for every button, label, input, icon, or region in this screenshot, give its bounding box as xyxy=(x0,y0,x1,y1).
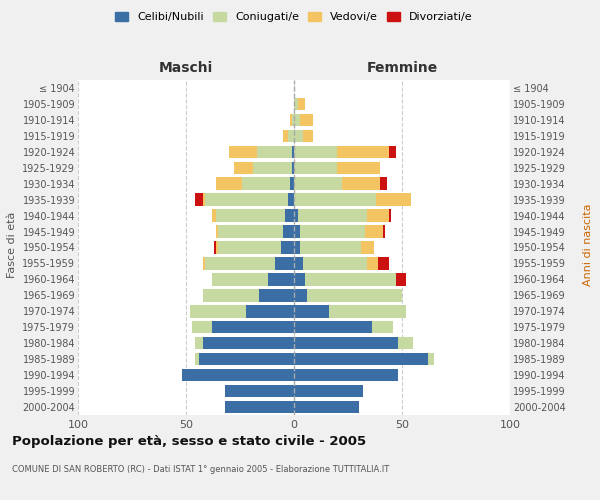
Bar xyxy=(292,162,294,174)
Bar xyxy=(216,178,242,190)
Bar xyxy=(205,194,287,206)
Bar xyxy=(212,321,294,334)
Bar xyxy=(216,242,218,254)
Bar xyxy=(337,162,380,174)
Bar xyxy=(247,305,294,318)
Bar xyxy=(194,194,203,206)
Bar xyxy=(287,194,294,206)
Bar xyxy=(398,337,413,349)
Bar xyxy=(225,401,294,413)
Bar xyxy=(205,257,275,270)
Bar xyxy=(203,289,259,302)
Bar xyxy=(194,337,203,349)
Bar xyxy=(203,257,205,270)
Bar xyxy=(218,226,283,238)
Bar xyxy=(242,178,290,190)
Bar xyxy=(307,289,402,302)
Bar xyxy=(294,337,398,349)
Bar xyxy=(214,242,216,254)
Bar xyxy=(229,146,257,158)
Bar xyxy=(361,242,374,254)
Bar xyxy=(294,98,298,110)
Bar xyxy=(290,114,292,126)
Bar xyxy=(395,273,406,285)
Bar xyxy=(294,130,302,142)
Bar xyxy=(212,273,268,285)
Bar xyxy=(294,369,398,382)
Bar xyxy=(294,385,363,398)
Bar xyxy=(275,257,294,270)
Bar xyxy=(212,210,216,222)
Bar xyxy=(225,385,294,398)
Bar xyxy=(380,178,387,190)
Text: Popolazione per età, sesso e stato civile - 2005: Popolazione per età, sesso e stato civil… xyxy=(12,435,366,448)
Bar xyxy=(292,146,294,158)
Bar xyxy=(302,257,367,270)
Text: Maschi: Maschi xyxy=(159,61,213,75)
Legend: Celibi/Nubili, Coniugati/e, Vedovi/e, Divorziati/e: Celibi/Nubili, Coniugati/e, Vedovi/e, Di… xyxy=(115,12,473,22)
Bar xyxy=(294,289,307,302)
Bar xyxy=(283,226,294,238)
Bar xyxy=(294,257,302,270)
Bar xyxy=(216,210,286,222)
Bar xyxy=(193,321,212,334)
Bar xyxy=(290,178,294,190)
Bar xyxy=(286,210,294,222)
Bar xyxy=(294,162,337,174)
Bar xyxy=(216,226,218,238)
Bar xyxy=(257,146,292,158)
Bar xyxy=(294,321,372,334)
Bar xyxy=(218,242,281,254)
Bar xyxy=(301,226,365,238)
Bar xyxy=(372,321,394,334)
Bar xyxy=(259,289,294,302)
Bar xyxy=(367,210,389,222)
Bar xyxy=(268,273,294,285)
Bar xyxy=(294,273,305,285)
Bar xyxy=(301,242,361,254)
Bar xyxy=(389,146,395,158)
Bar xyxy=(203,194,205,206)
Bar xyxy=(389,210,391,222)
Bar xyxy=(294,226,301,238)
Bar xyxy=(203,337,294,349)
Bar xyxy=(294,305,329,318)
Bar xyxy=(199,353,294,366)
Bar xyxy=(367,257,378,270)
Bar xyxy=(305,273,395,285)
Bar xyxy=(301,114,313,126)
Bar xyxy=(294,194,376,206)
Bar xyxy=(329,305,406,318)
Bar xyxy=(294,114,301,126)
Bar xyxy=(365,226,383,238)
Bar xyxy=(292,114,294,126)
Bar xyxy=(341,178,380,190)
Bar xyxy=(383,226,385,238)
Bar xyxy=(281,242,294,254)
Bar xyxy=(302,130,313,142)
Text: COMUNE DI SAN ROBERTO (RC) - Dati ISTAT 1° gennaio 2005 - Elaborazione TUTTITALI: COMUNE DI SAN ROBERTO (RC) - Dati ISTAT … xyxy=(12,465,389,474)
Text: Fasce di età: Fasce di età xyxy=(7,212,17,278)
Bar xyxy=(253,162,292,174)
Text: Anni di nascita: Anni di nascita xyxy=(583,204,593,286)
Bar xyxy=(376,194,410,206)
Bar xyxy=(294,146,337,158)
Bar xyxy=(194,353,199,366)
Bar xyxy=(294,401,359,413)
Bar xyxy=(298,210,367,222)
Bar xyxy=(287,130,294,142)
Bar xyxy=(294,210,298,222)
Bar xyxy=(378,257,389,270)
Bar xyxy=(294,178,341,190)
Bar xyxy=(294,242,301,254)
Text: Femmine: Femmine xyxy=(367,61,437,75)
Bar xyxy=(298,98,305,110)
Bar xyxy=(283,130,287,142)
Bar xyxy=(233,162,253,174)
Bar xyxy=(190,305,247,318)
Bar xyxy=(337,146,389,158)
Bar xyxy=(182,369,294,382)
Bar xyxy=(294,353,428,366)
Bar xyxy=(428,353,434,366)
